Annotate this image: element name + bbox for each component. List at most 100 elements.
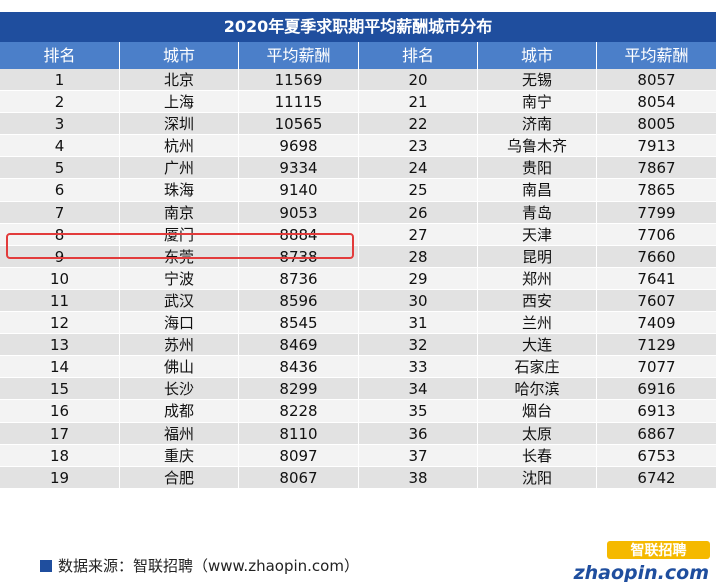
cell-rank: 8 [0,223,120,246]
cell-salary: 11569 [239,69,359,92]
table-row: 13 苏州 8469 32 大连 7129 [0,334,716,357]
cell-city: 成都 [120,400,239,423]
cell-city-2: 天津 [478,223,597,246]
cell-salary: 9334 [239,157,359,180]
logo-cn: 智联招聘 [630,542,687,559]
cell-rank-2: 34 [359,378,478,401]
cell-city: 长沙 [120,378,239,401]
zhaopin-logo: 智联招聘 zhaopin.com [573,541,710,582]
cell-rank: 7 [0,201,120,224]
cell-salary: 8738 [239,245,359,268]
cell-salary-2: 7799 [597,201,716,224]
cell-salary-2: 7607 [597,289,716,313]
table-row: 15 长沙 8299 34 哈尔滨 6916 [0,378,716,401]
cell-rank: 11 [0,289,120,313]
cell-city-2: 太原 [478,422,597,445]
cell-rank: 19 [0,466,120,489]
cell-city-2: 昆明 [478,245,597,268]
salary-table: 2020年夏季求职期平均薪酬城市分布 排名 城市 平均薪酬 排名 城市 平均薪酬… [0,12,716,489]
table-row: 7 南京 9053 26 青岛 7799 [0,201,716,224]
cell-rank-2: 20 [359,69,478,92]
cell-rank: 6 [0,179,120,202]
cell-rank-2: 35 [359,400,478,423]
cell-rank: 12 [0,312,120,335]
cell-rank: 10 [0,267,120,290]
cell-salary-2: 6867 [597,422,716,445]
cell-rank-2: 33 [359,356,478,379]
cell-rank: 3 [0,113,120,136]
cell-city-2: 西安 [478,289,597,313]
table-row: 5 广州 9334 24 贵阳 7867 [0,157,716,180]
cell-salary: 11115 [239,91,359,114]
cell-rank: 1 [0,69,120,92]
header-rank: 排名 [0,42,120,69]
cell-city-2: 长春 [478,444,597,467]
cell-city-2: 青岛 [478,201,597,224]
cell-city-2: 郑州 [478,267,597,290]
table-row: 9 东莞 8738 28 昆明 7660 [0,245,716,268]
table-row: 3 深圳 10565 22 济南 8005 [0,113,716,136]
cell-rank: 4 [0,135,120,158]
cell-rank-2: 25 [359,179,478,202]
cell-salary-2: 7867 [597,157,716,180]
cell-city-2: 南宁 [478,91,597,114]
cell-salary: 8097 [239,444,359,467]
cell-salary-2: 6742 [597,466,716,489]
cell-salary-2: 6916 [597,378,716,401]
cell-city-2: 兰州 [478,312,597,335]
cell-rank-2: 27 [359,223,478,246]
cell-salary: 9140 [239,179,359,202]
cell-rank-2: 29 [359,267,478,290]
cell-salary: 8067 [239,466,359,489]
cell-rank-2: 30 [359,289,478,313]
cell-rank-2: 26 [359,201,478,224]
cell-rank-2: 31 [359,312,478,335]
cell-salary: 8469 [239,334,359,357]
table-row: 8 厦门 8884 27 天津 7706 [0,223,716,246]
cell-rank-2: 21 [359,91,478,114]
table-row: 6 珠海 9140 25 南昌 7865 [0,179,716,202]
table-row: 16 成都 8228 35 烟台 6913 [0,400,716,423]
cell-rank: 17 [0,422,120,445]
cell-salary-2: 7706 [597,223,716,246]
cell-rank: 14 [0,356,120,379]
cell-salary: 9698 [239,135,359,158]
cell-rank-2: 32 [359,334,478,357]
cell-rank-2: 36 [359,422,478,445]
cell-salary-2: 7913 [597,135,716,158]
cell-city-2: 石家庄 [478,356,597,379]
cell-city-2: 哈尔滨 [478,378,597,401]
source-marker [40,560,52,572]
cell-salary: 8884 [239,223,359,246]
cell-salary-2: 8054 [597,91,716,114]
header-salary-2: 平均薪酬 [597,42,716,69]
table-body: 1 北京 11569 20 无锡 8057 2 上海 11115 21 南宁 8054 3 深圳 10565… [0,69,716,489]
table-title: 2020年夏季求职期平均薪酬城市分布 [0,12,716,42]
cell-salary: 8545 [239,312,359,335]
cell-salary-2: 7077 [597,356,716,379]
cell-city: 广州 [120,157,239,180]
cell-salary-2: 7641 [597,267,716,290]
header-salary: 平均薪酬 [239,42,359,69]
logo-badge: 智联招聘 [607,541,710,559]
header-city: 城市 [120,42,239,69]
cell-salary-2: 7129 [597,334,716,357]
table-row: 18 重庆 8097 37 长春 6753 [0,444,716,467]
cell-city-2: 济南 [478,113,597,136]
cell-city: 宁波 [120,267,239,290]
cell-salary-2: 6753 [597,444,716,467]
cell-city: 佛山 [120,356,239,379]
cell-rank: 5 [0,157,120,180]
cell-salary-2: 7409 [597,312,716,335]
cell-salary: 8299 [239,378,359,401]
cell-rank: 16 [0,400,120,423]
table-row: 14 佛山 8436 33 石家庄 7077 [0,356,716,379]
cell-city: 南京 [120,201,239,224]
table-row: 4 杭州 9698 23 乌鲁木齐 7913 [0,135,716,158]
cell-city-2: 大连 [478,334,597,357]
cell-rank: 2 [0,91,120,114]
cell-salary: 8736 [239,267,359,290]
table-row: 1 北京 11569 20 无锡 8057 [0,69,716,92]
cell-rank: 13 [0,334,120,357]
cell-city: 苏州 [120,334,239,357]
